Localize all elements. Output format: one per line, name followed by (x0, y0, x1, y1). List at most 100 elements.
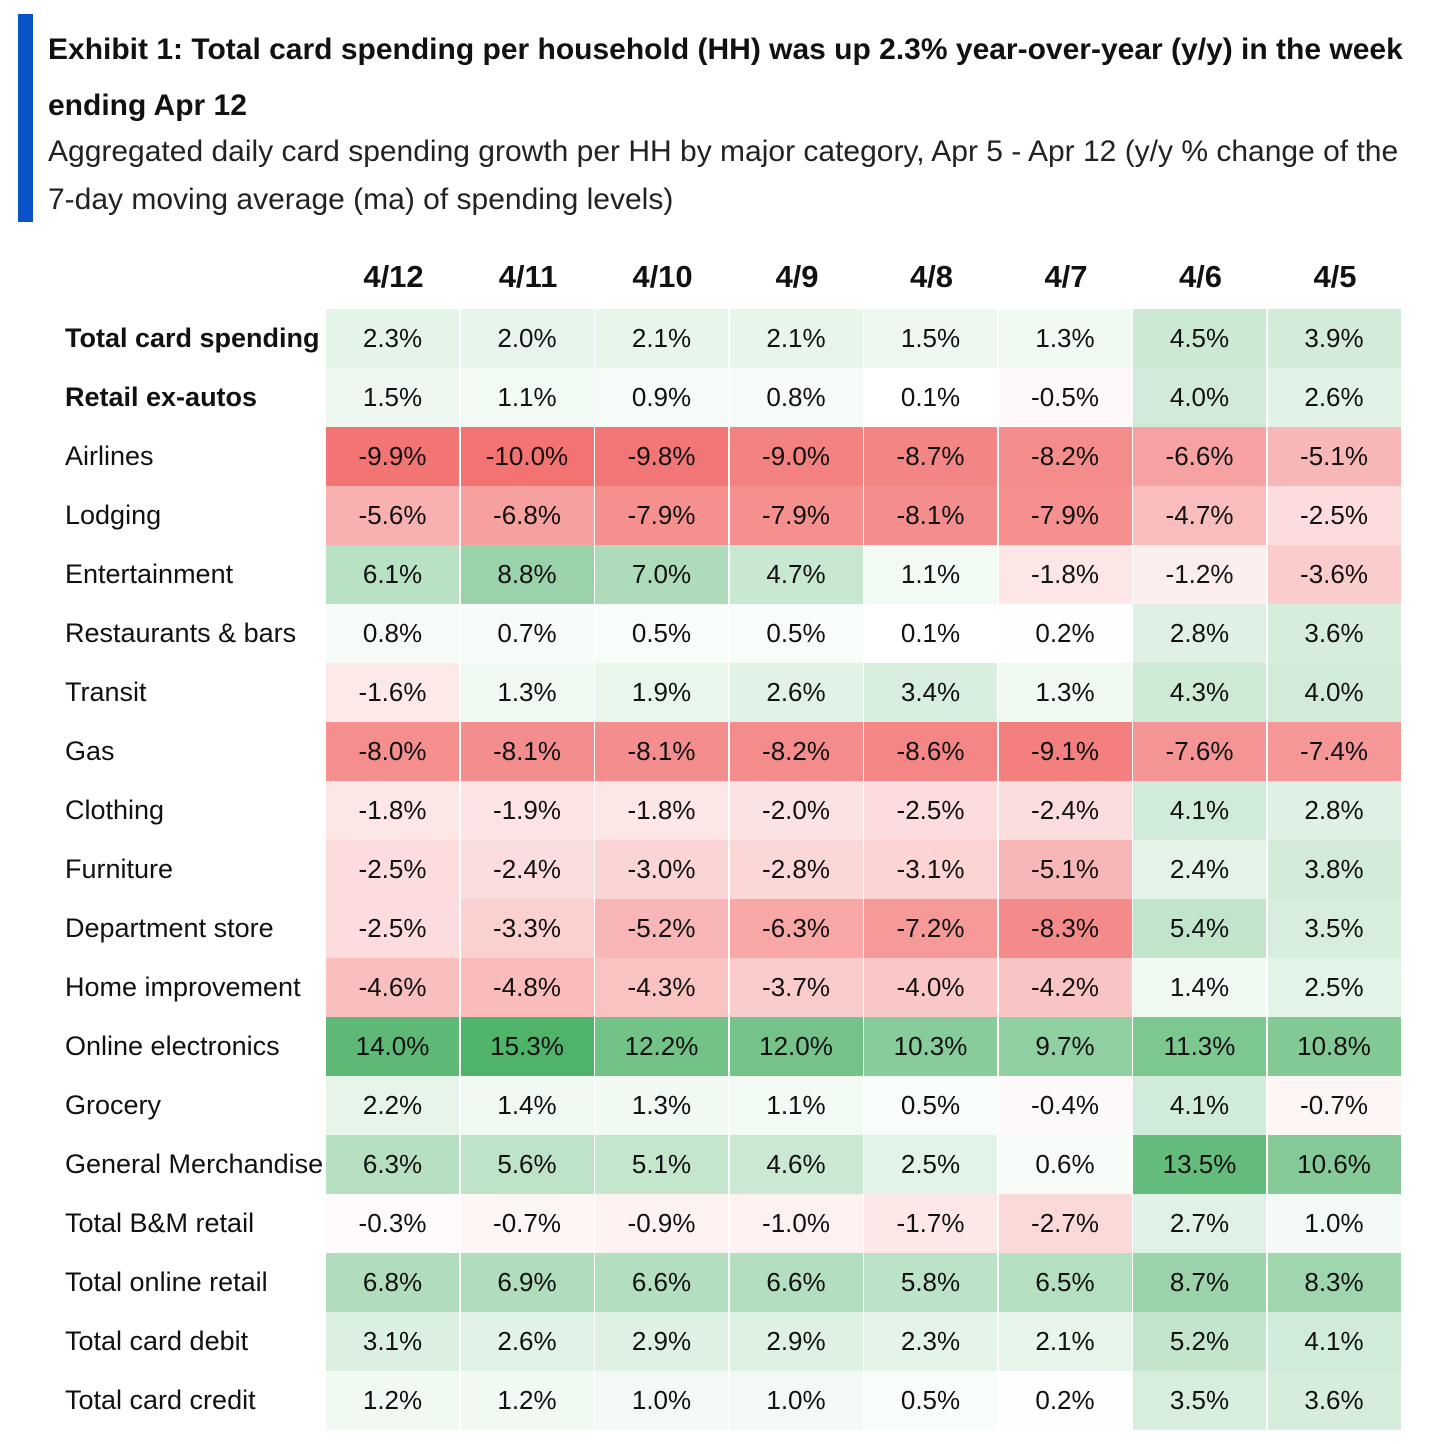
heatmap-cell-17-2: 2.9% (595, 1312, 729, 1371)
heatmap-cell-11-2: -4.3% (595, 958, 729, 1017)
heatmap-cell-16-4: 5.8% (864, 1253, 998, 1312)
row-label-13: Grocery (65, 1090, 162, 1120)
row-label-17: Total card debit (65, 1326, 249, 1356)
heatmap-cell-6-3: 2.6% (729, 663, 864, 722)
heatmap-cell-7-6: -7.6% (1133, 722, 1267, 781)
heatmap-cell-9-0: -2.5% (326, 840, 460, 899)
heatmap-cell-11-0: -4.6% (326, 958, 460, 1017)
row-label-7: Gas (65, 736, 115, 766)
row-label-5: Restaurants & bars (65, 618, 297, 648)
heatmap-cell-1-3: 0.8% (729, 368, 864, 427)
heatmap-cell-2-2: -9.8% (595, 427, 729, 486)
exhibit-header: Exhibit 1: Total card spending per house… (18, 14, 1438, 222)
heatmap-cell-0-1: 2.0% (460, 309, 595, 368)
heatmap-cell-7-4: -8.6% (864, 722, 998, 781)
heatmap-cell-4-0: 6.1% (326, 545, 460, 604)
heatmap-cell-0-6: 4.5% (1133, 309, 1267, 368)
heatmap-cell-1-0: 1.5% (326, 368, 460, 427)
heatmap-cell-2-0: -9.9% (326, 427, 460, 486)
heatmap-cell-4-7: -3.6% (1267, 545, 1402, 604)
heatmap-cell-5-1: 0.7% (460, 604, 595, 663)
heatmap-cell-3-6: -4.7% (1133, 486, 1267, 545)
heatmap-cell-14-3: 4.6% (729, 1135, 864, 1194)
heatmap-cell-18-5: 0.2% (998, 1371, 1133, 1430)
heatmap-cell-2-6: -6.6% (1133, 427, 1267, 486)
column-header-1: 4/11 (498, 259, 558, 294)
row-label-12: Online electronics (65, 1031, 280, 1061)
heatmap-cell-10-6: 5.4% (1133, 899, 1267, 958)
heatmap-cell-14-1: 5.6% (460, 1135, 595, 1194)
heatmap-cell-12-6: 11.3% (1133, 1017, 1267, 1076)
heatmap-cell-3-3: -7.9% (729, 486, 864, 545)
heatmap-cell-2-5: -8.2% (998, 427, 1133, 486)
heatmap-cell-16-3: 6.6% (729, 1253, 864, 1312)
heatmap-cell-14-6: 13.5% (1133, 1135, 1267, 1194)
heatmap-cell-15-4: -1.7% (864, 1194, 998, 1253)
heatmap-cell-9-7: 3.8% (1267, 840, 1402, 899)
heatmap-cell-12-5: 9.7% (998, 1017, 1133, 1076)
heatmap-cell-8-6: 4.1% (1133, 781, 1267, 840)
row-label-2: Airlines (65, 441, 154, 471)
heatmap-cell-5-0: 0.8% (326, 604, 460, 663)
heatmap-cell-16-6: 8.7% (1133, 1253, 1267, 1312)
row-label-16: Total online retail (65, 1267, 268, 1297)
heatmap-cell-6-7: 4.0% (1267, 663, 1402, 722)
heatmap-cell-0-4: 1.5% (864, 309, 998, 368)
heatmap-cell-7-0: -8.0% (326, 722, 460, 781)
heatmap-cell-13-7: -0.7% (1267, 1076, 1402, 1135)
heatmap-cell-0-3: 2.1% (729, 309, 864, 368)
row-label-14: General Merchandise (65, 1149, 324, 1179)
heatmap-cell-16-0: 6.8% (326, 1253, 460, 1312)
heatmap-cell-6-4: 3.4% (864, 663, 998, 722)
heatmap-cell-10-1: -3.3% (460, 899, 595, 958)
heatmap-cell-15-3: -1.0% (729, 1194, 864, 1253)
heatmap-cell-13-3: 1.1% (729, 1076, 864, 1135)
column-header-5: 4/7 (1044, 259, 1088, 294)
row-label-15: Total B&M retail (65, 1208, 255, 1238)
accent-bar (18, 14, 33, 222)
heatmap-cell-13-2: 1.3% (595, 1076, 729, 1135)
heatmap-cell-17-1: 2.6% (460, 1312, 595, 1371)
heatmap-cell-8-3: -2.0% (729, 781, 864, 840)
row-label-6: Transit (65, 677, 147, 707)
heatmap-cell-4-5: -1.8% (998, 545, 1133, 604)
heatmap-cell-10-3: -6.3% (729, 899, 864, 958)
column-header-0: 4/12 (363, 259, 424, 294)
heatmap-cell-15-0: -0.3% (326, 1194, 460, 1253)
column-header-7: 4/5 (1313, 259, 1357, 294)
heatmap-cell-6-5: 1.3% (998, 663, 1133, 722)
heatmap-cell-14-2: 5.1% (595, 1135, 729, 1194)
heatmap-cell-9-3: -2.8% (729, 840, 864, 899)
heatmap-cell-11-7: 2.5% (1267, 958, 1402, 1017)
heatmap-cell-5-4: 0.1% (864, 604, 998, 663)
heatmap-cell-6-6: 4.3% (1133, 663, 1267, 722)
heatmap-cell-14-4: 2.5% (864, 1135, 998, 1194)
heatmap-cell-7-7: -7.4% (1267, 722, 1402, 781)
exhibit-subtitle: Aggregated daily card spending growth pe… (48, 135, 1399, 216)
heatmap-cell-9-6: 2.4% (1133, 840, 1267, 899)
heatmap-cell-4-4: 1.1% (864, 545, 998, 604)
row-label-8: Clothing (65, 795, 165, 825)
heatmap-cell-1-2: 0.9% (595, 368, 729, 427)
heatmap-cell-11-4: -4.0% (864, 958, 998, 1017)
heatmap-cell-16-7: 8.3% (1267, 1253, 1402, 1312)
column-header-4: 4/8 (909, 259, 954, 294)
heatmap-cell-12-3: 12.0% (729, 1017, 864, 1076)
heatmap-cell-18-7: 3.6% (1267, 1371, 1402, 1430)
heatmap-cell-11-1: -4.8% (460, 958, 595, 1017)
heatmap-cell-1-1: 1.1% (460, 368, 595, 427)
heatmap-cell-6-1: 1.3% (460, 663, 595, 722)
heatmap-cell-13-4: 0.5% (864, 1076, 998, 1135)
heatmap-cell-2-4: -8.7% (864, 427, 998, 486)
heatmap-cell-3-1: -6.8% (460, 486, 595, 545)
row-label-11: Home improvement (65, 972, 301, 1002)
row-label-4: Entertainment (65, 559, 234, 589)
heatmap-cell-14-7: 10.6% (1267, 1135, 1402, 1194)
heatmap-cell-10-0: -2.5% (326, 899, 460, 958)
heatmap-cell-8-7: 2.8% (1267, 781, 1402, 840)
heatmap-cell-4-2: 7.0% (595, 545, 729, 604)
heatmap-cell-13-0: 2.2% (326, 1076, 460, 1135)
column-header-3: 4/9 (775, 259, 819, 294)
heatmap-cell-14-0: 6.3% (326, 1135, 460, 1194)
